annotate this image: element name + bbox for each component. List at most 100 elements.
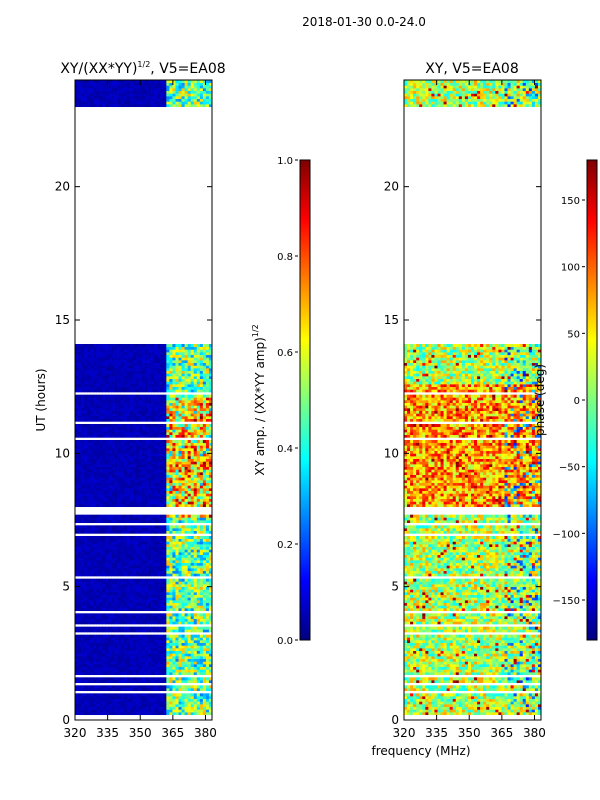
amplitude-cell (166, 469, 170, 473)
amplitude-cell (111, 706, 115, 710)
amplitude-cell (132, 618, 137, 622)
amplitude-cell (129, 685, 134, 689)
amplitude-cell (169, 704, 173, 708)
amplitude-cell (114, 709, 118, 713)
amplitude-cell (105, 650, 109, 654)
amplitude-cell (102, 544, 106, 548)
amplitude-cell (196, 514, 201, 518)
amplitude-cell (172, 402, 176, 406)
amplitude-cell (169, 653, 173, 657)
amplitude-cell (169, 426, 173, 430)
amplitude-cell (166, 677, 170, 681)
amplitude-cell (126, 653, 131, 657)
amplitude-cell (96, 440, 100, 444)
amplitude-cell (202, 418, 207, 422)
amplitude-cell (81, 554, 85, 558)
amplitude-cell (102, 514, 106, 518)
amplitude-cell (99, 578, 103, 582)
amplitude-cell (135, 429, 140, 433)
amplitude-cell (169, 656, 173, 660)
amplitude-cell (190, 477, 195, 481)
amplitude-cell (81, 608, 85, 612)
amplitude-cell (135, 424, 140, 428)
amplitude-cell (135, 656, 140, 660)
amplitude-cell (178, 685, 182, 689)
amplitude-cell (141, 450, 146, 454)
amplitude-cell (126, 688, 131, 692)
amplitude-cell (93, 386, 97, 390)
amplitude-cell (111, 557, 115, 561)
amplitude-cell (141, 600, 146, 604)
amplitude-cell (120, 442, 125, 446)
amplitude-cell (208, 538, 213, 542)
amplitude-cell (117, 712, 122, 716)
amplitude-cell (99, 429, 103, 433)
amplitude-cell (178, 621, 182, 625)
amplitude-cell (172, 578, 176, 582)
amplitude-cell (120, 680, 125, 684)
amplitude-cell (148, 496, 152, 500)
amplitude-cell (102, 517, 106, 521)
amplitude-cell (132, 405, 137, 409)
amplitude-cell (141, 418, 146, 422)
amplitude-cell (151, 573, 155, 577)
amplitude-cell (202, 488, 207, 492)
amplitude-cell (120, 653, 125, 657)
amplitude-cell (208, 578, 213, 582)
amplitude-cell (96, 400, 100, 404)
amplitude-cell (90, 656, 94, 660)
amplitude-cell (75, 442, 79, 446)
amplitude-cell (202, 650, 207, 654)
amplitude-cell (117, 456, 122, 460)
amplitude-cell (102, 629, 106, 633)
amplitude-cell (169, 581, 173, 585)
amplitude-cell (175, 661, 179, 665)
amplitude-cell (102, 608, 106, 612)
amplitude-cell (90, 493, 94, 497)
amplitude-cell (157, 634, 161, 638)
amplitude-cell (102, 440, 106, 444)
amplitude-cell (199, 570, 204, 574)
amplitude-cell (102, 701, 106, 705)
amplitude-cell (148, 592, 152, 596)
amplitude-cell (93, 661, 97, 665)
amplitude-cell (129, 480, 134, 484)
amplitude-cell (93, 440, 97, 444)
amplitude-cell (75, 570, 79, 574)
amplitude-cell (148, 656, 152, 660)
amplitude-cell (154, 477, 158, 481)
amplitude-cell (108, 472, 112, 476)
amplitude-cell (145, 626, 149, 630)
amplitude-cell (148, 410, 152, 414)
amplitude-cell (190, 480, 195, 484)
amplitude-cell (129, 450, 134, 454)
amplitude-cell (184, 616, 188, 620)
amplitude-cell (108, 680, 112, 684)
amplitude-cell (196, 600, 201, 604)
amplitude-cell (138, 450, 143, 454)
amplitude-cell (166, 648, 170, 652)
amplitude-cell (102, 453, 106, 457)
amplitude-cell (196, 629, 201, 633)
amplitude-cell (108, 442, 112, 446)
amplitude-cell (84, 538, 88, 542)
amplitude-cell (181, 677, 185, 681)
amplitude-cell (108, 378, 112, 382)
amplitude-cell (141, 528, 146, 532)
amplitude-cell (96, 634, 100, 638)
amplitude-cell (123, 618, 128, 622)
amplitude-cell (196, 445, 201, 449)
amplitude-cell (178, 442, 182, 446)
amplitude-cell (208, 589, 213, 593)
amplitude-cell (187, 442, 192, 446)
amplitude-cell (184, 458, 188, 462)
amplitude-cell (208, 613, 213, 617)
amplitude-cell (120, 501, 125, 505)
amplitude-cell (75, 426, 79, 430)
amplitude-cell (196, 602, 201, 606)
amplitude-cell (132, 464, 137, 468)
amplitude-cell (178, 677, 182, 681)
amplitude-cell (148, 482, 152, 486)
amplitude-cell (205, 458, 210, 462)
amplitude-cell (148, 709, 152, 713)
